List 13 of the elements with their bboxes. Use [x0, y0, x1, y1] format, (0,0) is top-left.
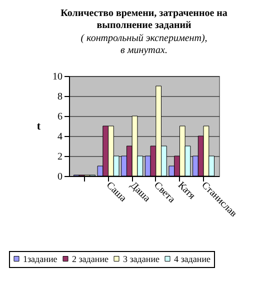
legend-label: 4 задание: [174, 254, 211, 264]
y-axis-title: t: [36, 120, 41, 132]
y-tick-label: 8: [58, 92, 62, 102]
y-tick-label: 6: [58, 112, 62, 122]
y-tick-label: 4: [58, 132, 62, 142]
legend-label: 1задание: [23, 254, 58, 264]
chart-subtitle: ( контрольный эксперимент), в минутах.: [80, 33, 208, 56]
legend-label: 3 задание: [123, 254, 160, 264]
y-tick-label: 0: [58, 172, 62, 182]
y-tick-label: 2: [58, 152, 62, 162]
chart-title: Количество времени, затраченное на выполнение заданий: [60, 8, 228, 31]
legend-label: 2 задание: [72, 254, 109, 264]
y-tick-label: 10: [52, 72, 62, 82]
